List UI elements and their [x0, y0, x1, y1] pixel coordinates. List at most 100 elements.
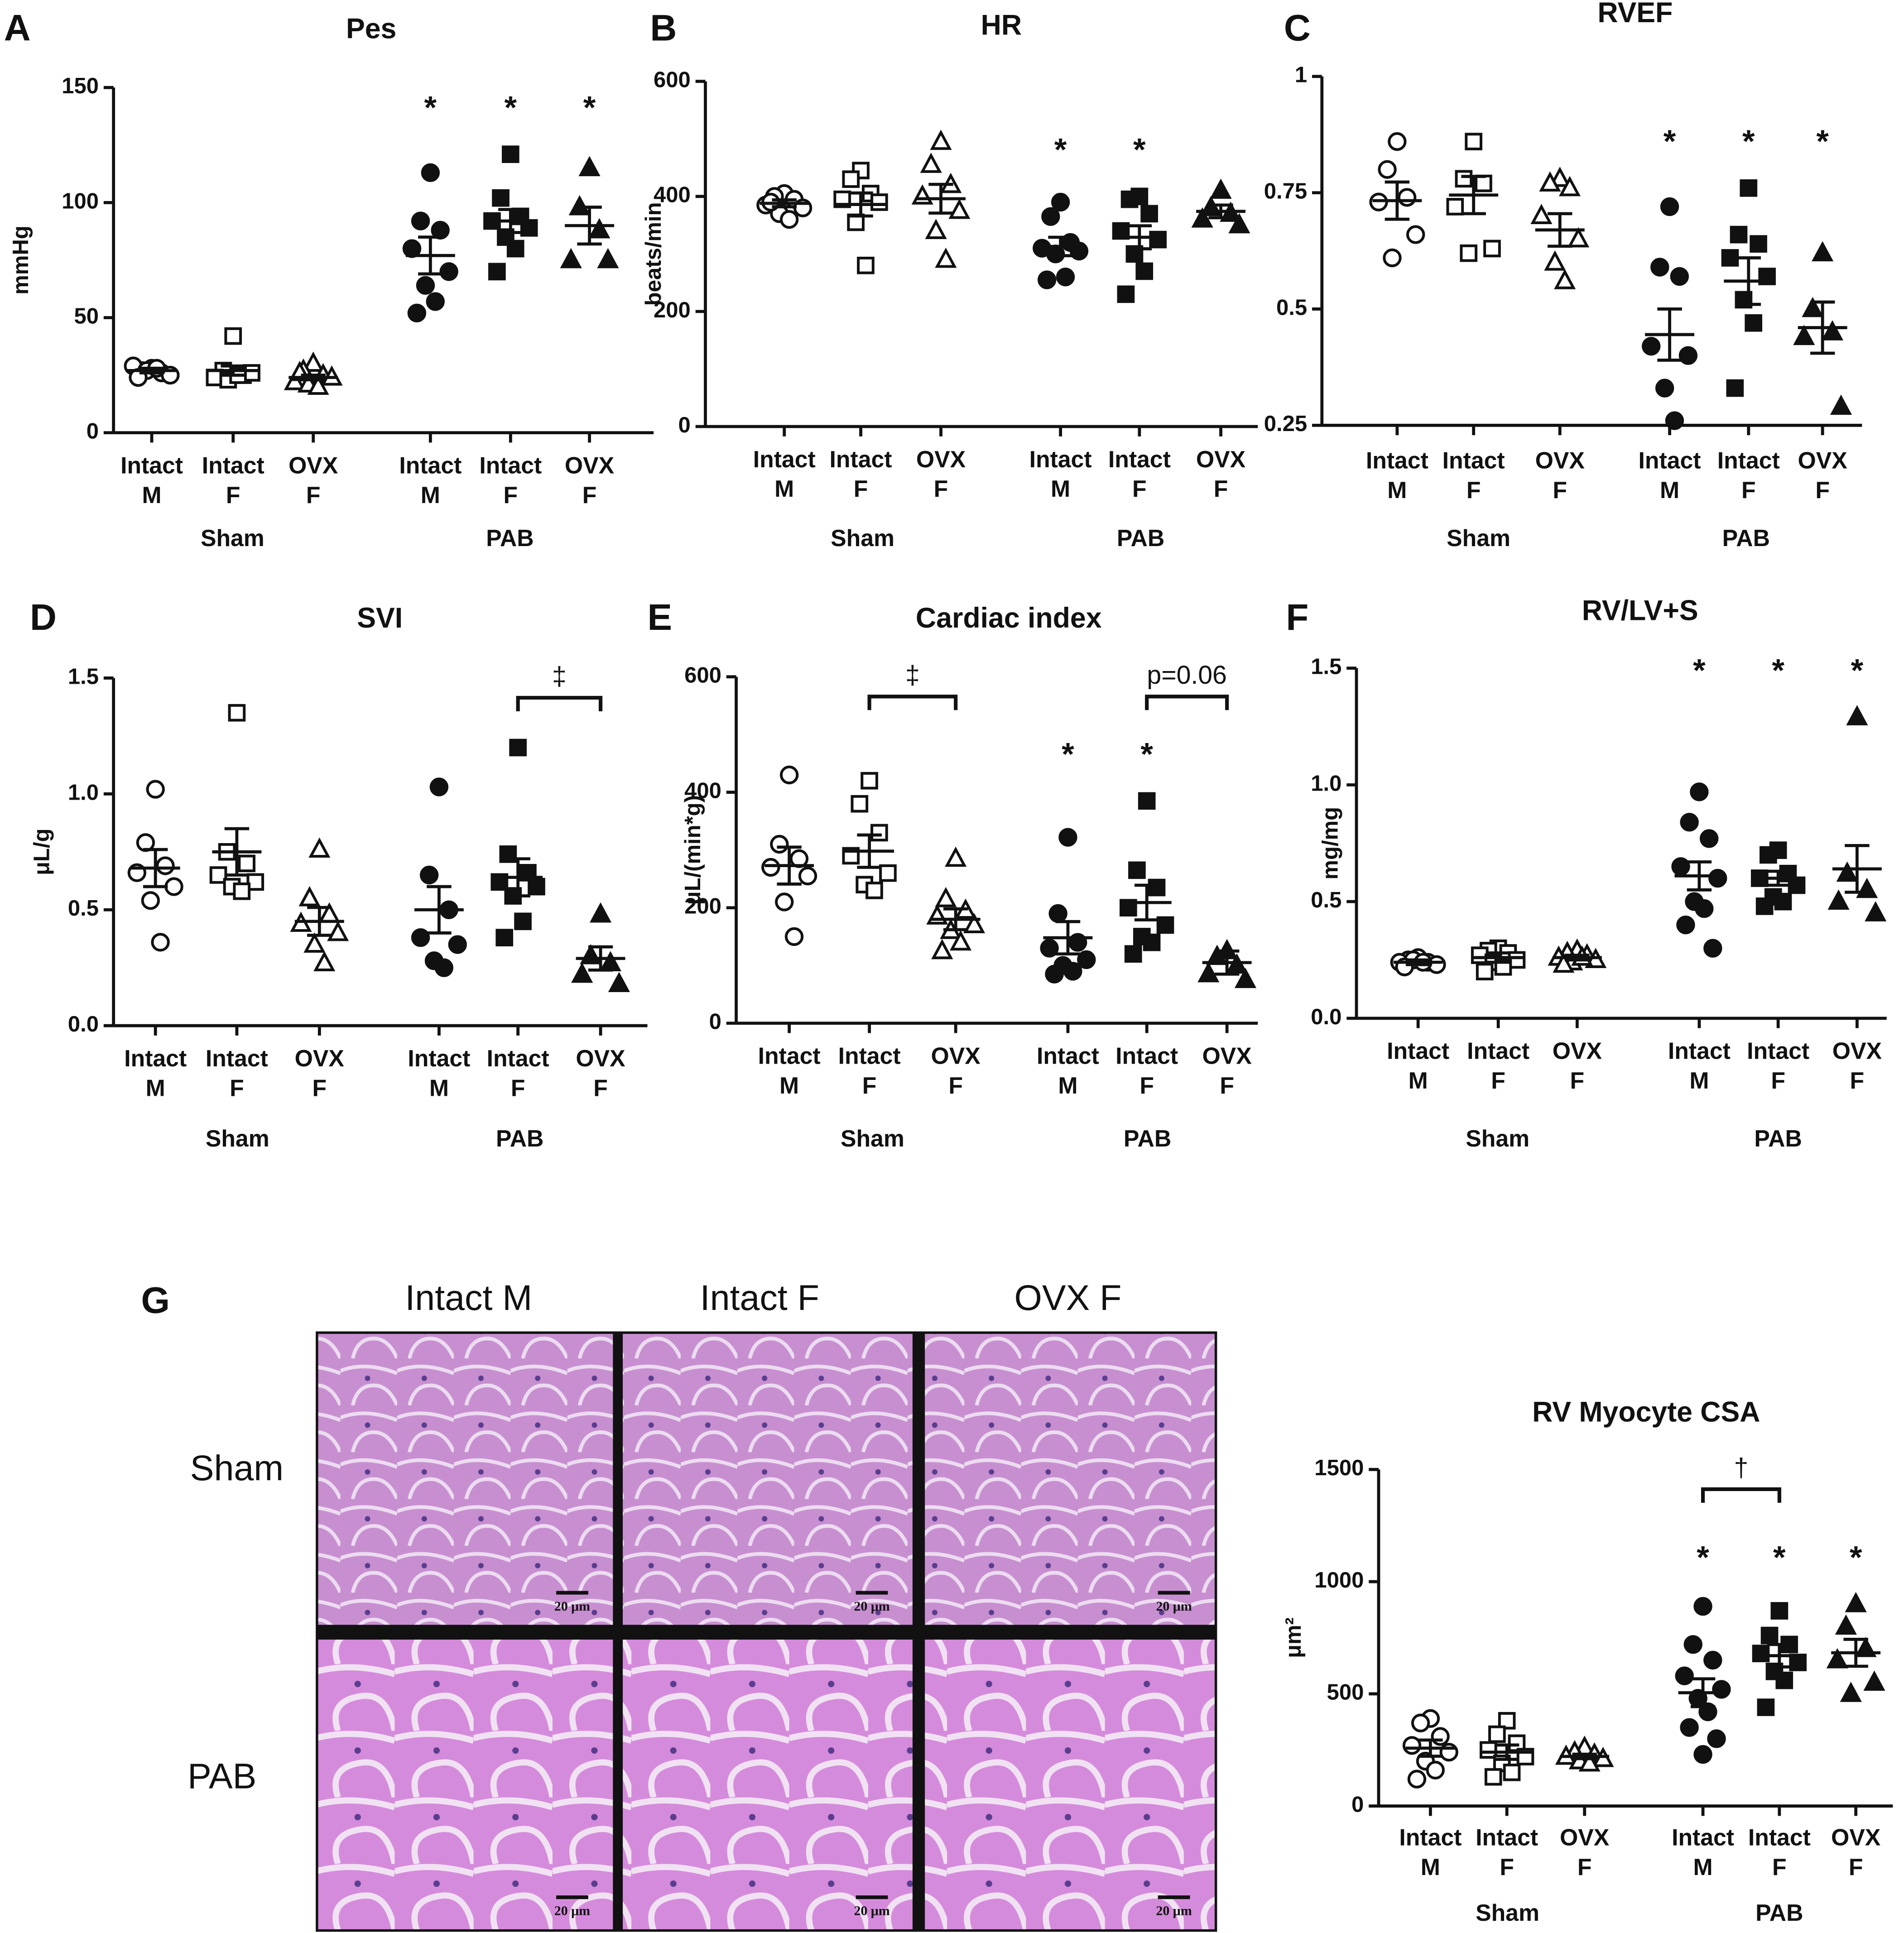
data-point	[506, 240, 524, 258]
data-point	[416, 276, 435, 295]
panel-letter: C	[1284, 8, 1311, 49]
x-tick-label: Intact	[124, 1045, 187, 1071]
x-tick-label: F	[948, 1072, 963, 1098]
data-point	[1745, 314, 1763, 332]
data-point	[1407, 1770, 1427, 1789]
data-point	[1041, 207, 1060, 226]
x-tick-label: OVX	[1798, 447, 1848, 474]
y-axis-label: beats/min	[641, 202, 666, 306]
x-tick-label: Intact	[1467, 1038, 1529, 1064]
data-point	[861, 772, 878, 790]
data-point	[1863, 1670, 1885, 1691]
scale-bar-label: 20 μm	[854, 1904, 889, 1919]
data-point	[1578, 1751, 1601, 1772]
panel-letter: G	[141, 1280, 170, 1321]
x-tick-label: F	[511, 1074, 525, 1101]
data-point	[429, 777, 449, 796]
data-point	[509, 739, 527, 757]
panel-letter: E	[648, 597, 672, 638]
x-tick-label: Intact	[830, 446, 892, 472]
x-tick-label: Intact	[1387, 1038, 1449, 1064]
data-point	[1760, 846, 1777, 864]
significance-star: *	[583, 89, 596, 125]
x-tick-label: OVX	[916, 446, 966, 472]
data-point	[1056, 267, 1075, 287]
data-point	[911, 184, 933, 205]
data-point	[935, 247, 957, 268]
significance-star: *	[1850, 1539, 1862, 1575]
y-tick-label: 1.0	[68, 780, 99, 805]
data-point	[1197, 962, 1220, 983]
bracket-label: p=0.06	[1147, 661, 1226, 690]
data-point	[798, 866, 817, 886]
data-point	[1670, 267, 1689, 286]
data-point	[1128, 861, 1146, 879]
column-label: OVX F	[1014, 1278, 1121, 1318]
significance-star: *	[1693, 652, 1706, 688]
significance-star: *	[1851, 652, 1864, 688]
x-tick-label: F	[1500, 1854, 1514, 1880]
data-point	[1488, 1725, 1506, 1743]
data-point	[224, 327, 242, 345]
x-tick-label: F	[862, 1072, 877, 1098]
x-tick-label: F	[1771, 1067, 1785, 1094]
x-tick-label: F	[582, 482, 597, 508]
data-point	[1821, 320, 1843, 341]
data-point	[1567, 227, 1590, 248]
panel-letter: B	[650, 8, 677, 49]
data-point	[411, 211, 430, 230]
significance-star: *	[1062, 736, 1074, 772]
scale-bar-label: 20 μm	[554, 1904, 590, 1919]
data-point	[1553, 952, 1575, 973]
data-point	[1191, 207, 1213, 228]
data-point	[1676, 915, 1695, 935]
data-point	[1439, 1742, 1458, 1762]
significance-star: *	[1697, 1539, 1709, 1575]
data-point	[1465, 133, 1482, 150]
data-point	[1802, 297, 1824, 317]
bracket-label: †	[1734, 1453, 1749, 1482]
bracket-label: ‡	[905, 661, 920, 690]
data-point	[571, 962, 593, 983]
data-point	[1712, 1680, 1731, 1699]
data-point	[1117, 285, 1135, 303]
data-point	[1793, 325, 1815, 345]
y-axis-label: μm²	[1281, 1617, 1306, 1658]
x-tick-label: F	[226, 482, 240, 508]
x-tick-label: F	[1850, 1067, 1865, 1094]
data-point	[313, 951, 336, 971]
data-point	[146, 780, 165, 799]
data-point	[1051, 192, 1070, 212]
data-point	[1703, 1650, 1722, 1670]
x-tick-label: M	[142, 482, 162, 508]
x-tick-label: M	[429, 1074, 449, 1101]
data-point	[1683, 1635, 1702, 1654]
data-point	[1760, 1626, 1779, 1645]
data-point	[1077, 950, 1096, 969]
data-point	[1660, 197, 1679, 216]
x-tick-label: Intact	[120, 452, 183, 479]
x-tick-label: Intact	[479, 452, 542, 479]
data-point	[1530, 204, 1553, 224]
x-tick-label: F	[1849, 1854, 1863, 1880]
data-point	[1431, 1727, 1450, 1746]
data-point	[233, 882, 251, 900]
data-point	[164, 877, 183, 896]
significance-star: *	[1054, 131, 1067, 167]
y-tick-label: 1000	[1314, 1568, 1364, 1592]
y-tick-label: 0.0	[1311, 1005, 1341, 1029]
data-point	[1752, 1645, 1770, 1662]
y-tick-label: 0.5	[1276, 295, 1307, 320]
group-label: Sham	[831, 525, 894, 551]
data-point	[495, 929, 514, 947]
x-tick-label: F	[1466, 477, 1481, 503]
x-tick-label: M	[1051, 475, 1070, 502]
data-point	[1397, 188, 1417, 207]
data-point	[1703, 939, 1722, 958]
row-label: PAB	[188, 1756, 256, 1796]
x-tick-label: F	[1815, 477, 1830, 503]
data-point	[879, 864, 897, 882]
x-tick-label: Intact	[1108, 446, 1171, 472]
data-point	[1865, 901, 1887, 921]
